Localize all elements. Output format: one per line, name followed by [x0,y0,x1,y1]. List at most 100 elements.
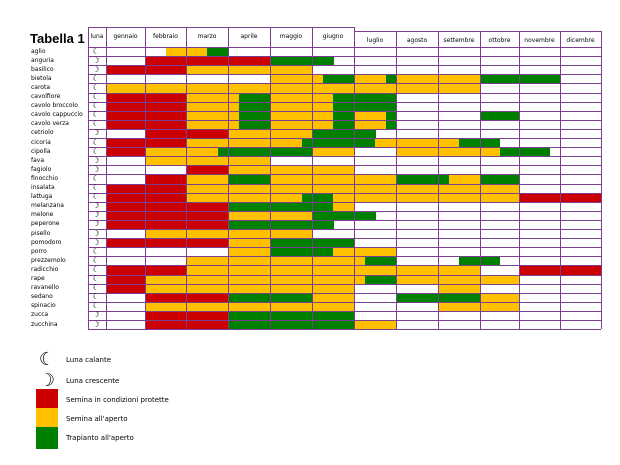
calendar-cell [217,119,229,130]
calendar-cell [145,156,156,166]
calendar-cell [270,247,281,257]
calendar-cell [560,265,571,275]
calendar-cell [375,110,386,121]
calendar-cell [217,192,229,202]
calendar-cell [165,147,177,157]
calendar-cell [375,320,386,330]
legend-row-green: Trapianto all'aperto [36,427,134,449]
calendar-cell [175,83,187,93]
calendar-cell [145,283,156,293]
calendar-cell [145,56,156,66]
calendar-cell [291,210,302,221]
calendar-cell [280,320,292,330]
calendar-cell [469,183,481,193]
calendar-cell [238,192,250,202]
calendar-cell [165,274,177,284]
calendar-cell [343,183,355,193]
calendar-cell [333,92,344,102]
calendar-cell [499,274,510,284]
calendar-cell [259,256,271,266]
calendar-cell [343,320,355,330]
calendar-cell [217,147,229,157]
calendar-cell [125,283,136,293]
grid-row-line [88,65,601,67]
calendar-cell [301,229,313,239]
calendar-cell [207,274,218,284]
calendar-cell [385,92,397,102]
header-month-settembre: settembre [443,37,475,44]
calendar-cell [560,192,571,202]
calendar-cell [196,174,208,184]
calendar-cell [135,238,146,248]
calendar-cell [115,147,126,157]
grid-month-line [601,31,602,330]
calendar-cell [270,101,281,111]
grid-row-line [88,47,601,48]
calendar-cell [207,301,218,312]
calendar-cell [280,56,292,66]
calendar-cell [343,301,355,312]
calendar-cell [333,210,344,221]
calendar-cell [301,56,313,66]
grid-header-line [88,27,354,28]
calendar-cell [155,283,166,293]
calendar-cell [155,174,166,184]
calendar-cell [438,174,449,184]
calendar-cell [155,274,166,284]
calendar-cell [106,138,117,148]
grid-row-line [88,219,601,221]
calendar-cell [322,320,334,330]
calendar-cell [270,165,281,175]
moon-waxing-icon: ☽ [92,201,100,211]
calendar-cell [196,156,208,166]
calendar-cell [196,101,208,111]
calendar-cell [333,283,344,293]
calendar-cell [489,292,500,303]
calendar-cell [155,301,166,312]
calendar-cell [228,247,239,257]
calendar-cell [385,74,397,84]
calendar-cell [196,65,208,75]
calendar-cell [427,265,439,275]
calendar-cell [333,101,344,111]
row-label: zucca [31,311,49,319]
calendar-cell [135,265,146,275]
calendar-cell [322,192,334,202]
calendar-cell [259,265,271,275]
calendar-cell [459,183,470,193]
calendar-cell [228,283,239,293]
calendar-cell [469,83,481,93]
grid-row-line [88,56,601,58]
calendar-cell [228,320,239,330]
calendar-cell [165,320,177,330]
calendar-cell [291,165,302,175]
grid-row-line [88,192,601,194]
calendar-cell [312,119,323,130]
calendar-cell [438,83,449,93]
calendar-cell [165,192,177,202]
calendar-cell [539,147,551,157]
grid-month-line [145,27,146,330]
grid-row-line [88,320,601,321]
calendar-cell [175,174,187,184]
calendar-cell [238,165,250,175]
calendar-cell [280,183,292,193]
calendar-cell [259,119,271,130]
row-label: prezzemolo [31,256,66,264]
calendar-cell [186,292,197,303]
calendar-cell [135,192,146,202]
calendar-cell [499,147,510,157]
calendar-cell [385,101,397,111]
calendar-cell [186,210,197,221]
calendar-cell [322,128,334,139]
calendar-cell [217,229,229,239]
calendar-cell [125,83,136,93]
calendar-cell [364,183,376,193]
calendar-cell [196,56,208,66]
calendar-cell [270,301,281,312]
calendar-cell [228,92,239,102]
calendar-cell [417,274,428,284]
calendar-cell [238,156,250,166]
calendar-cell [385,274,397,284]
calendar-cell [333,74,344,84]
